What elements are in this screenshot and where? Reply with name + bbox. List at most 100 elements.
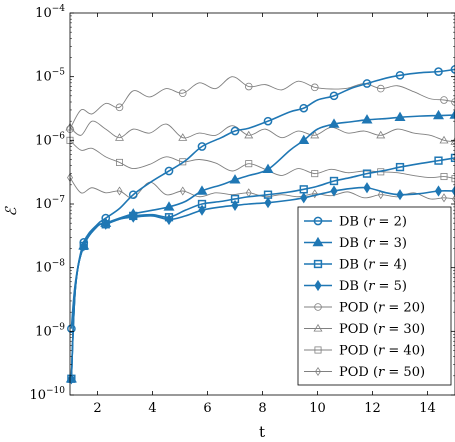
- data-point: [300, 192, 308, 204]
- data-point: [179, 186, 186, 196]
- data-point: [432, 109, 445, 120]
- legend-item: POD (r = 30): [304, 322, 425, 337]
- data-point: [262, 163, 274, 174]
- data-point: [231, 199, 239, 211]
- data-point: [299, 185, 308, 194]
- legend-swatch-marker: [313, 216, 323, 226]
- legend-item: POD (r = 20): [304, 301, 425, 316]
- axis-ticks: 2 4 6 8 10 12 14 10−4 10−5 10−6 10−7 10−8 10−9 10−10: [29, 4, 455, 416]
- data-point: [67, 324, 76, 334]
- y-tick-label: 10−6: [35, 131, 65, 148]
- data-point: [263, 116, 273, 126]
- data-point: [451, 98, 455, 106]
- data-point: [115, 103, 124, 112]
- data-point: [311, 189, 318, 199]
- legend-swatch-marker: [314, 279, 322, 292]
- data-point: [101, 213, 111, 223]
- data-point: [245, 160, 253, 168]
- data-point: [65, 373, 77, 383]
- data-point: [197, 142, 207, 151]
- data-point: [395, 162, 405, 172]
- legend-label: DB (r = 2): [339, 215, 407, 230]
- data-point: [329, 176, 339, 186]
- legend-item: DB (r = 3): [304, 236, 407, 251]
- data-point: [452, 194, 455, 204]
- data-point: [311, 170, 319, 178]
- data-point: [328, 118, 340, 128]
- data-point: [450, 153, 455, 163]
- series-line: [69, 139, 455, 180]
- y-tick-label: 10−4: [35, 4, 65, 21]
- series-5: [65, 120, 455, 145]
- data-point: [178, 89, 187, 97]
- data-point: [362, 169, 372, 178]
- series-line: [69, 120, 455, 143]
- legend-swatch-marker: [312, 236, 324, 247]
- legend-box: [297, 206, 452, 386]
- legend-item: POD (r = 40): [304, 344, 425, 359]
- data-point: [230, 194, 240, 204]
- legend-item: DB (r = 4): [304, 258, 407, 273]
- legend-label: POD (r = 50): [339, 365, 425, 380]
- data-point: [330, 185, 338, 197]
- series-7: [67, 173, 455, 204]
- legend-label: POD (r = 40): [339, 344, 425, 359]
- data-point: [263, 190, 273, 199]
- data-point: [244, 130, 254, 139]
- data-point: [376, 130, 386, 139]
- data-point: [396, 189, 404, 201]
- series-line: [69, 76, 455, 130]
- legend-label: DB (r = 4): [339, 258, 407, 273]
- x-tick-label: 10: [309, 401, 326, 416]
- y-tick-label: 10−7: [35, 195, 65, 212]
- data-point: [376, 84, 385, 93]
- legend-swatch-marker: [315, 366, 321, 377]
- data-point: [164, 166, 174, 176]
- data-point: [434, 156, 443, 165]
- data-point: [362, 79, 372, 88]
- data-point: [244, 82, 253, 91]
- x-tick-label: 4: [148, 401, 156, 416]
- legend-swatch-marker: [313, 259, 323, 269]
- x-tick-label: 12: [364, 401, 381, 416]
- legend: DB (r = 2) DB (r = 3) DB (r = 4) DB (r = 5)…: [297, 206, 452, 386]
- data-point: [79, 237, 89, 247]
- series-line: [70, 68, 455, 329]
- data-point: [310, 130, 320, 139]
- legend-label: POD (r = 20): [339, 301, 425, 316]
- y-tick-label: 10−9: [35, 322, 65, 339]
- x-tick-label: 2: [93, 401, 101, 416]
- data-point: [441, 193, 447, 203]
- y-tick-label: 10−8: [35, 259, 65, 276]
- series-6: [66, 136, 455, 183]
- data-point: [450, 137, 455, 145]
- data-point: [197, 199, 207, 209]
- data-point: [116, 186, 123, 196]
- data-point: [440, 173, 448, 181]
- legend-label: DB (r = 5): [339, 279, 407, 294]
- data-point: [163, 201, 175, 211]
- data-point: [230, 126, 240, 136]
- data-point: [178, 133, 188, 141]
- data-point: [179, 158, 187, 166]
- y-axis-title: ℰ: [2, 206, 20, 217]
- legend-item: DB (r = 5): [304, 279, 407, 294]
- legend-item: POD (r = 50): [304, 365, 425, 380]
- data-point: [264, 197, 272, 209]
- data-point: [299, 103, 309, 113]
- y-tick-label: 10−5: [35, 68, 65, 85]
- data-point: [434, 67, 443, 76]
- data-point: [394, 111, 406, 121]
- data-point: [395, 70, 405, 80]
- data-point: [298, 134, 310, 145]
- data-point: [451, 185, 455, 197]
- data-point: [128, 190, 138, 200]
- data-point: [100, 217, 112, 227]
- data-point: [164, 213, 174, 222]
- x-tick-label: 14: [419, 401, 436, 416]
- legend-swatch-marker: [314, 303, 322, 311]
- data-point: [363, 182, 371, 194]
- data-point: [440, 96, 448, 104]
- x-tick-label: 8: [258, 401, 266, 416]
- data-point: [361, 114, 373, 124]
